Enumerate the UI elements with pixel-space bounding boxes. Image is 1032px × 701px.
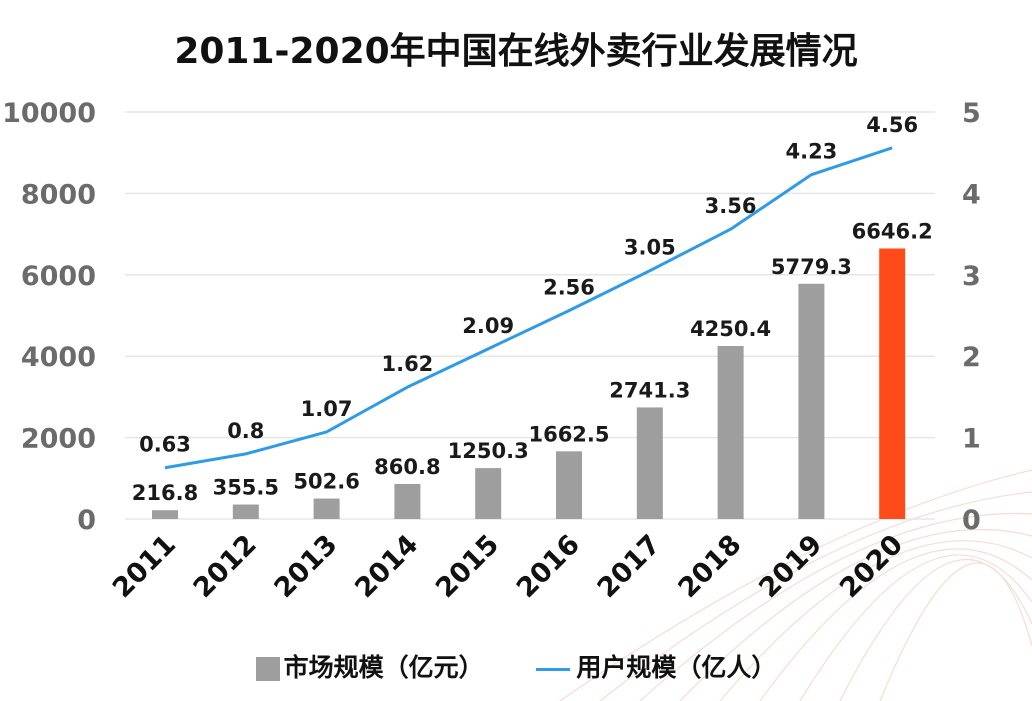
decoration-arc [879,562,1032,701]
line-label-2020: 4.56 [866,113,918,137]
bar-2012 [232,504,259,519]
bar-2018 [717,346,744,519]
bar-label-2016: 1662.5 [528,422,609,446]
y-right-tick: 0 [962,505,981,536]
bar-2013 [313,498,340,519]
bar-label-2018: 4250.4 [690,317,771,341]
decoration-arc [639,512,1032,701]
y-left-tick: 6000 [21,261,96,292]
bar-2017 [636,407,663,519]
x-tick-2014: 2014 [349,529,424,604]
bar-2014 [394,483,421,519]
chart-title: 2011-2020年中国在线外卖行业发展情况 [174,31,858,72]
bar-label-2020: 6646.2 [852,219,933,243]
bar-2020 [879,248,906,519]
bar-label-2011: 216.8 [132,481,198,505]
y-left-tick: 8000 [21,179,96,210]
decoration-arc [759,548,1032,701]
bar-label-2017: 2741.3 [609,378,690,402]
y-right-tick: 5 [962,98,981,129]
legend-item-line: 用户规模（亿人） [536,648,776,684]
bar-2011 [152,510,178,519]
y-left-tick: 4000 [21,342,96,373]
decoration-arc [839,558,1032,701]
y-left-tick: 2000 [21,424,96,455]
bar-label-2015: 1250.3 [448,439,529,463]
line-label-2018: 3.56 [705,194,757,218]
legend-item-bar: 市场规模（亿元） [255,648,484,684]
x-tick-2020: 2020 [834,529,909,604]
bar-label-2013: 502.6 [293,470,359,494]
x-tick-2011: 2011 [107,529,182,604]
bar-label-2019: 5779.3 [771,255,852,279]
y-right-tick: 4 [962,179,981,210]
line-user-scale [164,146,893,470]
legend-label-bar: 市场规模（亿元） [283,653,484,682]
line-label-2012: 0.8 [227,419,264,443]
y-left-tick: 0 [77,505,96,536]
y-left-tick: 10000 [2,98,96,129]
decoration-arc [719,540,1032,701]
legend-swatch-line [536,667,571,671]
bar-label-2014: 860.8 [374,455,440,479]
line-value-labels: 0.63 0.8 1.07 1.62 2.09 2.56 3.05 3.56 4.23 4.56 [139,113,918,457]
x-axis-ticks: 2011 2012 2013 2014 2015 2016 2017 2018 2019 2020 [107,529,909,604]
left-axis-ticks: 0 2000 4000 6000 8000 10000 [2,98,96,536]
line-label-2016: 2.56 [543,276,595,300]
bar-2019 [798,283,825,519]
line-label-2019: 4.23 [785,140,837,164]
line-series [164,146,893,470]
x-tick-2015: 2015 [430,529,505,604]
x-tick-2012: 2012 [188,529,263,604]
bar-2015 [475,468,502,519]
bar-series [152,248,906,519]
bar-2016 [556,451,582,519]
legend-swatch-bar [255,657,280,681]
y-right-tick: 3 [962,261,981,292]
line-label-2017: 3.05 [624,236,676,260]
legend-label-line: 用户规模（亿人） [576,653,777,682]
decoration-arc [599,491,1032,701]
line-label-2013: 1.07 [301,397,353,421]
background-decoration [559,469,1032,701]
x-tick-2017: 2017 [592,529,667,604]
right-axis-ticks: 0 1 2 3 4 5 [962,98,981,536]
line-label-2011: 0.63 [139,433,191,457]
line-label-2015: 2.09 [462,314,514,338]
x-tick-2018: 2018 [672,529,747,604]
legend: 市场规模（亿元） 用户规模（亿人） [0,648,1032,684]
decoration-arc [679,528,1032,701]
x-tick-2013: 2013 [268,529,343,604]
x-tick-2019: 2019 [753,529,828,604]
y-right-tick: 2 [962,342,981,373]
decoration-arc [799,554,1032,701]
decoration-arc [559,469,1032,701]
y-right-tick: 1 [962,424,981,455]
x-tick-2016: 2016 [511,529,586,604]
bar-label-2012: 355.5 [213,476,279,500]
line-label-2014: 1.62 [381,352,433,376]
